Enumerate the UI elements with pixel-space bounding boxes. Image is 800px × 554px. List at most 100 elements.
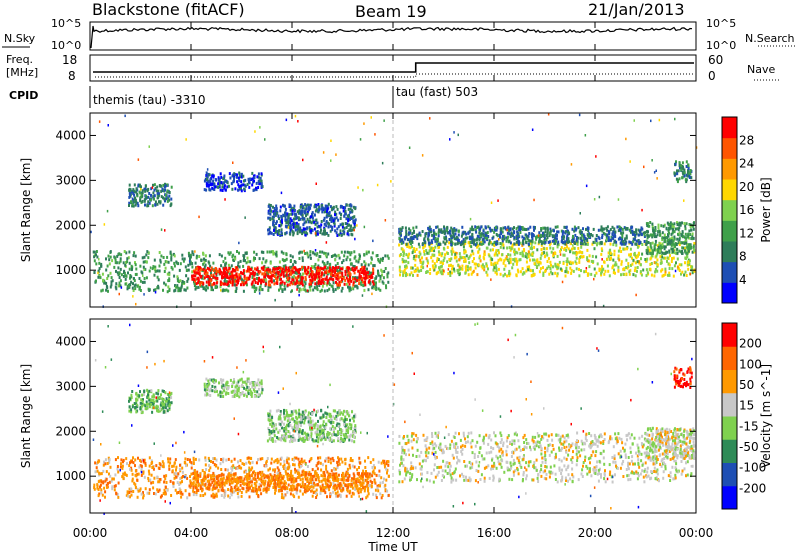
- heatmap-cell: [581, 255, 584, 259]
- heatmap-cell: [237, 264, 239, 268]
- heatmap-cell: [143, 458, 146, 462]
- heatmap-cell: [270, 250, 273, 254]
- heatmap-cell: [186, 476, 189, 480]
- heatmap-cell: [403, 268, 406, 272]
- heatmap-cell: [225, 180, 228, 184]
- heatmap-cell: [478, 242, 481, 246]
- heatmap-cell: [664, 267, 667, 271]
- heatmap-cell: [464, 241, 467, 245]
- heatmap-cell: [263, 481, 266, 485]
- heatmap-cell: [678, 177, 681, 181]
- heatmap-cell: [118, 281, 121, 285]
- heatmap-cell: [351, 215, 354, 219]
- heatmap-cell: [357, 260, 360, 264]
- heatmap-cell: [295, 279, 298, 283]
- heatmap-cell: [291, 278, 294, 282]
- heatmap-cell: [153, 194, 156, 198]
- heatmap-cell: [413, 255, 416, 258]
- heatmap-cell: [349, 210, 352, 214]
- heatmap-cell: [357, 186, 359, 189]
- heatmap-cell: [667, 234, 670, 238]
- heatmap-cell: [664, 256, 667, 260]
- heatmap-cell: [240, 187, 242, 191]
- heatmap-cell: [193, 270, 196, 274]
- heatmap-cell: [672, 274, 675, 278]
- heatmap-cell: [136, 495, 139, 499]
- heatmap-cell: [339, 269, 342, 273]
- heatmap-cell: [377, 273, 380, 277]
- heatmap-cell: [556, 254, 559, 258]
- heatmap-cell: [379, 257, 382, 261]
- heatmap-cell: [195, 282, 198, 286]
- heatmap-cell: [272, 220, 275, 223]
- heatmap-cell: [240, 466, 243, 470]
- heatmap-cell: [120, 253, 123, 257]
- heatmap-cell: [172, 464, 175, 468]
- heatmap-cell: [448, 238, 451, 241]
- heatmap-cell: [242, 183, 245, 187]
- heatmap-cell: [554, 241, 556, 245]
- heatmap-cell: [235, 266, 238, 270]
- heatmap-cell: [593, 267, 596, 271]
- heatmap-cell: [374, 488, 377, 492]
- heatmap-cell: [109, 465, 112, 469]
- heatmap-cell: [665, 227, 668, 231]
- heatmap-cell: [269, 283, 272, 287]
- heatmap-cell: [301, 460, 304, 464]
- heatmap-cell: [162, 203, 165, 207]
- heatmap-cell: [137, 204, 140, 208]
- heatmap-cell: [268, 228, 271, 231]
- heatmap-cell: [364, 270, 366, 273]
- heatmap-cell: [540, 248, 543, 251]
- heatmap-cell: [543, 239, 546, 243]
- heatmap-cell: [269, 261, 272, 265]
- heatmap-cell: [310, 231, 313, 235]
- heatmap-cell: [635, 239, 638, 243]
- heatmap-cell: [349, 207, 352, 211]
- heatmap-cell: [309, 272, 312, 276]
- heatmap-cell: [203, 267, 206, 271]
- heatmap-cell: [545, 251, 548, 255]
- heatmap-cell: [152, 480, 155, 484]
- heatmap-cell: [116, 254, 119, 258]
- heatmap-cell: [580, 269, 582, 273]
- heatmap-cell: [309, 215, 312, 219]
- heatmap-cell: [286, 283, 289, 287]
- heatmap-cell: [315, 266, 318, 270]
- heatmap-cell: [253, 273, 256, 277]
- heatmap-cell: [309, 250, 312, 254]
- heatmap-cell: [671, 267, 674, 271]
- heatmap-cell: [234, 276, 236, 279]
- heatmap-cell: [233, 457, 236, 461]
- heatmap-cell: [139, 264, 142, 268]
- heatmap-cell: [656, 233, 659, 237]
- heatmap-cell: [468, 267, 471, 271]
- heatmap-cell: [270, 209, 273, 213]
- heatmap-cell: [546, 266, 549, 270]
- heatmap-cell: [181, 492, 184, 496]
- heatmap-cell: [542, 271, 545, 275]
- heatmap-cell: [294, 260, 297, 264]
- heatmap-cell: [668, 263, 671, 267]
- heatmap-cell: [176, 472, 179, 476]
- heatmap-cell: [111, 487, 114, 491]
- heatmap-cell: [220, 289, 222, 292]
- heatmap-cell: [246, 256, 249, 260]
- heatmap-cell: [654, 243, 657, 246]
- heatmap-cell: [314, 282, 317, 286]
- heatmap-cell: [328, 266, 331, 270]
- heatmap-cell: [435, 225, 438, 229]
- heatmap-cell: [533, 262, 536, 266]
- heatmap-cell: [601, 233, 604, 237]
- heatmap-cell: [300, 277, 303, 281]
- heatmap-cell: [559, 267, 562, 271]
- heatmap-cell: [606, 238, 608, 241]
- heatmap-cell: [298, 257, 301, 260]
- heatmap-cell: [179, 287, 182, 291]
- heatmap-cell: [349, 458, 352, 462]
- heatmap-cell: [128, 250, 131, 254]
- heatmap-cell: [320, 288, 323, 292]
- heatmap-cell: [236, 173, 238, 177]
- heatmap-cell: [268, 226, 271, 230]
- heatmap-cell: [549, 232, 552, 236]
